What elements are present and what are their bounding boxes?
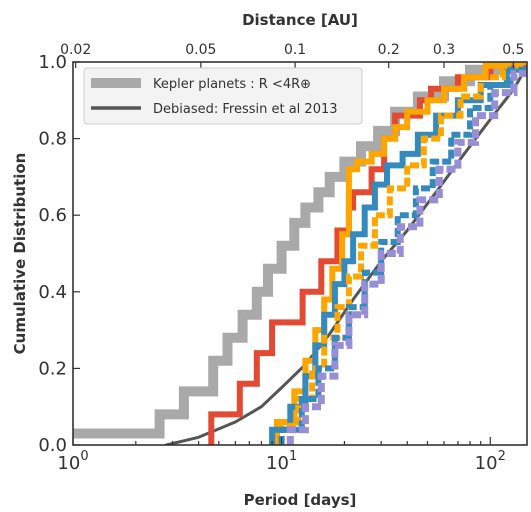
x-tick-base-1: 10: [266, 453, 289, 474]
x-axis-title: Period [days]: [244, 491, 357, 508]
y-axis-title: Cumulative Distribution: [11, 153, 29, 355]
top-tick-label-1: 0.05: [185, 42, 216, 58]
x-axis-ticks: [72, 437, 491, 445]
series-line-1: [164, 64, 527, 445]
x-tick-label-2: 102: [475, 449, 506, 474]
x-tick-exp-2: 2: [498, 449, 506, 464]
x-tick-label-1: 101: [266, 449, 297, 474]
legend-box: [83, 67, 363, 125]
y-tick-label-2: 0.4: [38, 282, 67, 303]
legend-label-1: Debiased: Fressin et al 2013: [153, 102, 338, 117]
top-tick-label-4: 0.3: [433, 42, 455, 58]
top-tick-label-0: 0.02: [60, 42, 91, 58]
x-tick-base-0: 10: [57, 453, 80, 474]
series-group: [73, 62, 527, 445]
series-line-2: [208, 62, 527, 445]
plot-frame: [72, 61, 528, 446]
x-tick-base-2: 10: [475, 453, 498, 474]
x-tick-exp-1: 1: [289, 449, 297, 464]
y-tick-label-0: 0.0: [38, 435, 67, 456]
plot-area: [73, 62, 527, 445]
y-tick-label-4: 0.8: [38, 129, 67, 150]
top-tick-label-5: 0.5: [502, 42, 524, 58]
series-line-7: [286, 70, 527, 445]
y-tick-label-1: 0.2: [38, 358, 67, 379]
series-line-0: [73, 62, 527, 439]
top-tick-label-3: 0.2: [378, 42, 400, 58]
x-tick-exp-0: 0: [80, 449, 88, 464]
legend-label-0: Kepler planets : R <4R⊕: [153, 77, 311, 92]
y-tick-label-3: 0.6: [38, 205, 67, 226]
top-axis-title: Distance [AU]: [242, 11, 358, 29]
y-tick-label-5: 1.0: [38, 52, 67, 73]
top-tick-label-2: 0.1: [284, 42, 306, 58]
x-tick-label-0: 100: [57, 449, 88, 474]
